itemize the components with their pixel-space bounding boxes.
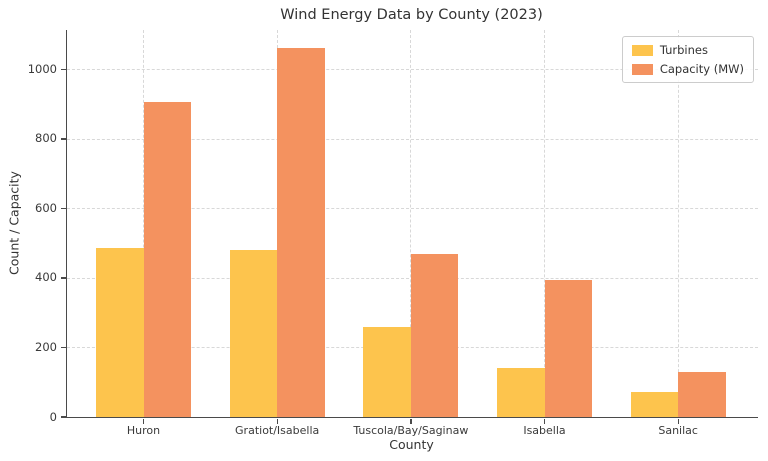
vertical-gridline [544,30,545,417]
legend: Turbines Capacity (MW) [621,36,754,83]
y-tick-mark [61,346,66,349]
x-tick-mark [410,419,412,424]
x-tick-mark [677,419,679,424]
plot-area: 0 200 400 600 800 1000 Huron Gratiot/Isabella Tu… [28,30,758,437]
y-tick-mark [61,277,66,279]
y-tick-label: 600 [35,200,57,215]
y-tick-mark [61,138,66,140]
bar-capacity-mw- [678,372,726,417]
y-tick-mark [61,207,66,210]
x-tick-label: Sanilac [658,424,698,437]
bar-turbines [96,248,144,417]
bar-turbines [630,391,679,417]
x-axis-label: County [389,437,434,452]
y-tick-label: 200 [35,339,57,354]
x-tick-mark [142,419,145,424]
horizontal-gridline [67,138,758,140]
y-tick-label: 400 [35,270,57,285]
bar-capacity-mw- [277,48,325,417]
horizontal-gridline [67,208,758,210]
x-tick-label: Gratiot/Isabella [235,424,320,437]
y-tick-mark [61,416,66,418]
bar-capacity-mw- [143,102,191,417]
x-tick-mark [276,419,278,424]
y-tick-label: 1000 [27,61,57,76]
legend-swatch [631,63,653,75]
vertical-gridline [677,30,679,417]
vertical-gridline [410,30,412,417]
x-tick-label: Isabella [523,424,566,437]
legend-swatch [631,44,653,56]
legend-item: Turbines [631,43,744,57]
horizontal-gridline [67,69,758,71]
bar-capacity-mw- [410,253,459,417]
legend-label: Capacity (MW) [659,62,744,76]
chart-title: Wind Energy Data by County (2023) [280,7,543,23]
y-tick-label: 0 [49,409,57,424]
y-axis-label: Count / Capacity [6,171,22,275]
y-tick-mark [61,68,66,70]
legend-item: Capacity (MW) [631,62,744,76]
x-tick-mark [543,419,546,424]
bar-turbines [229,249,278,417]
bar-turbines [497,368,545,417]
x-tick-label: Tuscola/Bay/Saginaw [353,424,469,437]
x-tick-label: Huron [126,424,161,437]
y-tick-label: 800 [35,131,57,146]
bar-capacity-mw- [544,279,592,417]
bar-turbines [363,327,411,417]
legend-label: Turbines [659,43,708,57]
